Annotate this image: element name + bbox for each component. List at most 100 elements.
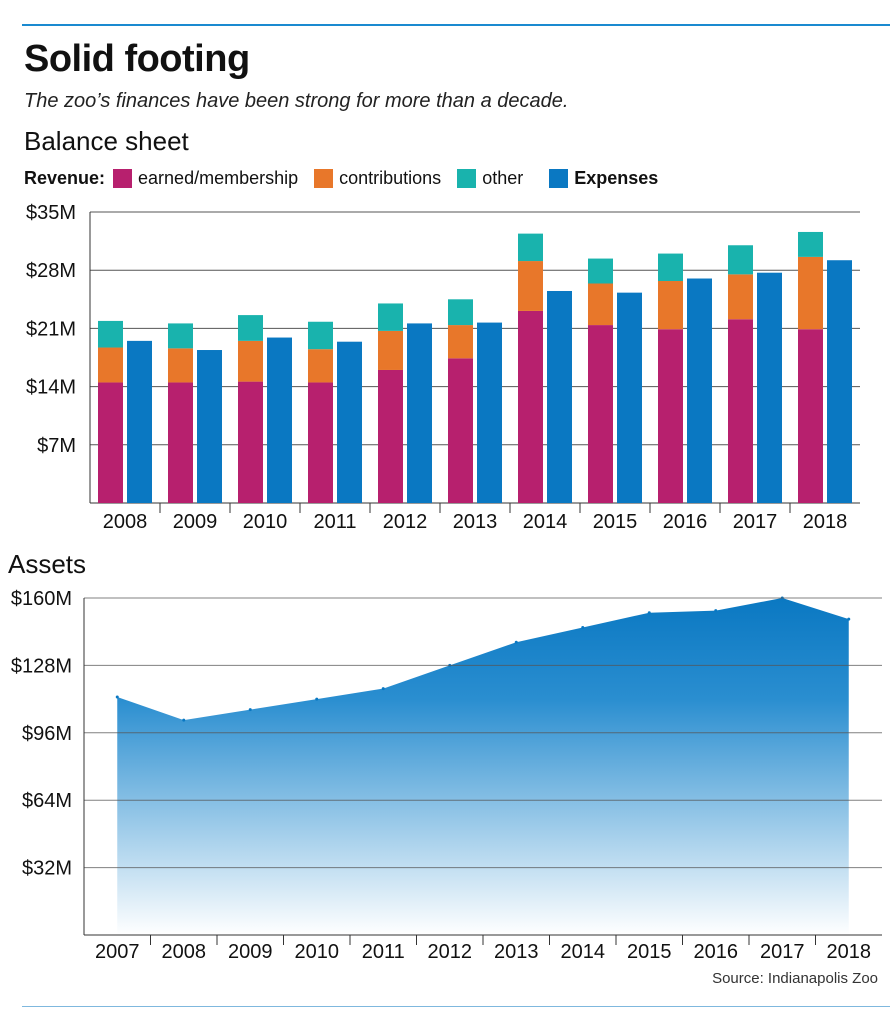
bar-contributions	[518, 261, 543, 311]
bar-earned-membership	[98, 382, 123, 503]
assets-point	[115, 695, 119, 699]
bar-expenses	[337, 341, 362, 503]
x-tick-label: 2016	[663, 511, 708, 533]
y-tick-label: $32M	[22, 858, 72, 880]
balance-sheet-title: Balance sheet	[24, 126, 189, 156]
bar-earned-membership	[658, 329, 683, 503]
legend-label-expenses: Expenses	[574, 168, 659, 188]
bar-earned-membership	[448, 358, 473, 503]
x-tick-label: 2011	[362, 941, 405, 963]
x-tick-label: 2014	[561, 941, 606, 963]
y-tick-label: $7M	[37, 435, 76, 457]
assets-point	[182, 718, 186, 722]
bar-expenses	[267, 337, 292, 503]
y-tick-label: $64M	[22, 790, 72, 812]
top-rule	[22, 24, 890, 26]
bar-other	[308, 321, 333, 350]
bar-other	[238, 315, 263, 341]
legend-label-contributions: contributions	[339, 168, 442, 188]
bar-expenses	[197, 350, 222, 503]
bar-expenses	[617, 292, 642, 503]
bottom-rule	[22, 1006, 890, 1007]
bar-earned-membership	[168, 382, 193, 503]
x-tick-label: 2016	[694, 941, 739, 963]
chart-subtitle: The zoo’s finances have been strong for …	[24, 90, 569, 112]
y-tick-label: $96M	[22, 723, 72, 745]
bar-expenses	[547, 290, 572, 503]
bar-contributions	[238, 340, 263, 382]
bar-contributions	[168, 348, 193, 383]
bar-earned-membership	[798, 329, 823, 503]
bar-expenses	[757, 272, 782, 503]
bar-earned-membership	[378, 369, 403, 503]
bar-expenses	[407, 323, 432, 503]
bar-contributions	[728, 274, 753, 320]
legend-swatch-expenses	[549, 169, 569, 188]
bar-other	[378, 303, 403, 331]
y-tick-label: $128M	[11, 655, 72, 677]
bar-contributions	[798, 256, 823, 330]
bar-other	[798, 231, 823, 257]
x-tick-label: 2018	[803, 511, 848, 533]
bar-other	[448, 299, 473, 326]
bar-earned-membership	[238, 381, 263, 503]
bar-contributions	[588, 283, 613, 326]
assets-point	[248, 708, 252, 712]
y-tick-label: $35M	[26, 202, 76, 224]
x-tick-label: 2010	[295, 941, 340, 963]
x-tick-label: 2012	[428, 941, 473, 963]
x-tick-label: 2017	[733, 511, 778, 533]
assets-point	[315, 697, 319, 701]
bar-contributions	[98, 347, 123, 383]
legend-title: Revenue:	[24, 168, 106, 188]
x-tick-label: 2009	[228, 941, 273, 963]
bar-other	[168, 323, 193, 349]
bar-earned-membership	[518, 310, 543, 503]
x-tick-label: 2013	[494, 941, 539, 963]
y-tick-label: $14M	[26, 377, 76, 399]
assets-title: Assets	[8, 549, 87, 579]
assets-area	[117, 598, 849, 935]
x-tick-label: 2017	[760, 941, 805, 963]
x-tick-label: 2012	[383, 511, 428, 533]
legend-swatch-contributions	[314, 169, 334, 188]
x-tick-label: 2011	[313, 511, 356, 533]
legend-label-other: other	[482, 168, 524, 188]
y-tick-label: $21M	[26, 318, 76, 340]
x-tick-label: 2008	[103, 511, 148, 533]
legend: Revenue: earned/membership contributions…	[24, 168, 674, 189]
bar-contributions	[308, 349, 333, 383]
x-tick-label: 2007	[95, 941, 140, 963]
chart-title: Solid footing	[24, 38, 250, 80]
assets-point	[847, 617, 851, 621]
legend-swatch-other	[457, 169, 477, 188]
bar-contributions	[658, 281, 683, 330]
legend-swatch-earned	[113, 169, 133, 188]
y-tick-label: $160M	[11, 588, 72, 610]
x-tick-label: 2010	[243, 511, 288, 533]
assets-point	[714, 609, 718, 613]
bar-other	[518, 233, 543, 262]
bar-other	[658, 253, 683, 282]
assets-point	[514, 640, 518, 644]
bar-earned-membership	[588, 325, 613, 503]
bar-contributions	[448, 325, 473, 359]
source-note: Source: Indianapolis Zoo	[712, 970, 878, 987]
x-tick-label: 2018	[827, 941, 872, 963]
bar-earned-membership	[308, 382, 333, 503]
x-tick-label: 2015	[627, 941, 672, 963]
x-tick-label: 2013	[453, 511, 498, 533]
x-tick-label: 2015	[593, 511, 638, 533]
x-tick-label: 2008	[162, 941, 207, 963]
assets-point	[381, 687, 385, 691]
bar-expenses	[687, 278, 712, 503]
x-tick-label: 2014	[523, 511, 568, 533]
bar-expenses	[827, 260, 852, 503]
assets-point	[581, 625, 585, 629]
bar-other	[588, 258, 613, 284]
legend-label-earned: earned/membership	[138, 168, 299, 188]
x-tick-label: 2009	[173, 511, 218, 533]
bar-expenses	[477, 322, 502, 503]
assets-point	[647, 611, 651, 615]
